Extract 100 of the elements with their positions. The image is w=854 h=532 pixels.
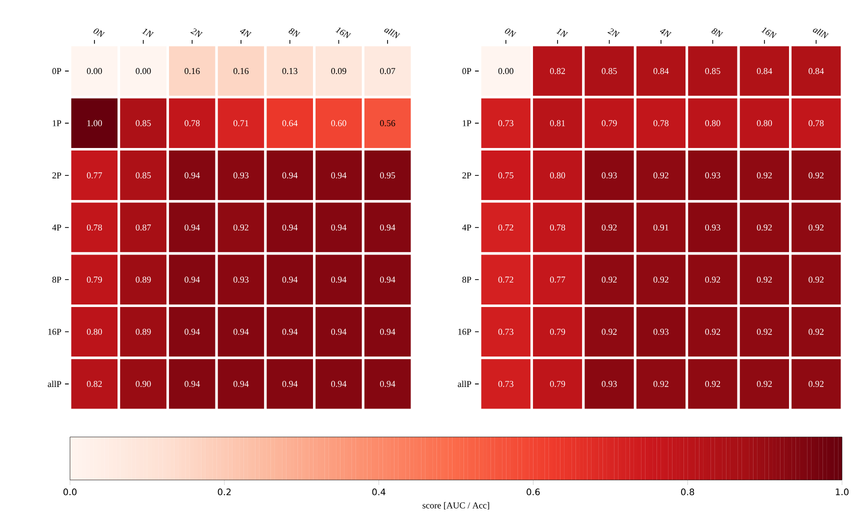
- data-label: 0.80: [705, 120, 720, 126]
- data-label: 0.85: [136, 120, 151, 126]
- y-tick-label: 8P: [462, 276, 472, 283]
- data-label: 0.94: [282, 224, 298, 231]
- data-label: 0.92: [234, 224, 248, 231]
- y-tick-label: allP: [48, 380, 62, 388]
- data-label: 0.89: [136, 328, 151, 335]
- data-label: 0.84: [808, 68, 824, 74]
- x-tick-label: 16N: [335, 28, 352, 38]
- data-label: 0.16: [234, 68, 249, 74]
- x-tick-label: 2N: [608, 28, 620, 38]
- data-label: 0.07: [380, 68, 396, 74]
- data-label: 0.78: [184, 120, 200, 126]
- data-label: 0.90: [136, 380, 151, 387]
- data-label: 0.85: [136, 172, 151, 178]
- data-label: 0.81: [550, 120, 565, 126]
- data-label: 0.78: [808, 120, 824, 126]
- data-label: 0.92: [808, 276, 824, 283]
- data-label: 0.94: [331, 172, 346, 178]
- color-bar-label: 0.6: [526, 488, 540, 496]
- data-label: 0.79: [550, 380, 566, 387]
- y-tick-label: 8P: [52, 276, 62, 283]
- data-label: 0.92: [705, 328, 720, 335]
- color-bar-label: 0.8: [681, 488, 694, 496]
- data-label: 0.92: [602, 224, 617, 231]
- color-bar-label: 0.0: [63, 488, 77, 496]
- data-label: 0.73: [498, 120, 514, 126]
- data-label: 0.93: [234, 276, 249, 283]
- data-label: 0.92: [756, 276, 772, 283]
- data-label: 0.73: [498, 380, 514, 387]
- data-label: 0.72: [498, 224, 514, 231]
- data-label: 0.92: [808, 328, 824, 335]
- data-label: 0.94: [184, 380, 200, 387]
- data-label: 0.00: [136, 68, 151, 74]
- data-label: 0.77: [550, 276, 566, 283]
- data-label: 0.82: [86, 380, 102, 387]
- data-label: 0.78: [86, 224, 102, 231]
- data-label: 0.91: [654, 224, 668, 231]
- y-tick-label: 4P: [462, 224, 472, 230]
- data-label: 0.94: [234, 328, 249, 335]
- data-label: 0.94: [282, 276, 298, 283]
- data-label: 0.93: [705, 224, 720, 231]
- data-label: 0.93: [602, 172, 617, 178]
- data-label: 0.94: [380, 276, 396, 283]
- data-label: 0.56: [380, 120, 396, 126]
- data-label: 0.94: [234, 380, 249, 387]
- data-label: 0.94: [282, 380, 298, 387]
- color-bar-label: 1.0: [836, 488, 849, 496]
- data-label: 0.92: [756, 172, 772, 178]
- data-label: 0.79: [86, 276, 102, 283]
- data-label: 0.93: [705, 172, 720, 178]
- data-label: 0.95: [380, 172, 396, 178]
- data-label: 0.09: [331, 68, 346, 74]
- data-label: 0.71: [234, 120, 248, 126]
- data-label: 0.85: [602, 68, 617, 74]
- data-label: 0.92: [705, 276, 720, 283]
- data-label: 0.94: [380, 380, 396, 387]
- x-tick-label: 0N: [504, 28, 516, 38]
- data-label: 0.79: [550, 328, 566, 335]
- data-label: 1.00: [87, 120, 102, 126]
- x-tick-label: 2N: [190, 28, 203, 38]
- y-tick-label: 16P: [458, 328, 472, 335]
- x-tick-label: 8N: [712, 28, 724, 38]
- y-tick-label: 1P: [462, 120, 472, 126]
- data-label: 0.94: [380, 224, 396, 231]
- x-tick-label: 4N: [660, 29, 672, 38]
- y-tick-label: 2P: [52, 172, 62, 178]
- data-label: 0.93: [654, 328, 669, 335]
- data-label: 0.94: [282, 172, 298, 178]
- data-label: 0.94: [331, 380, 346, 387]
- data-label: 0.75: [498, 172, 514, 178]
- data-label: 0.94: [331, 328, 346, 335]
- data-label: 0.93: [234, 172, 249, 178]
- x-tick-label: allN: [384, 28, 400, 38]
- data-label: 0.87: [136, 224, 151, 231]
- data-label: 0.92: [808, 380, 824, 387]
- data-label: 0.92: [654, 276, 668, 283]
- y-tick-label: 1P: [52, 120, 62, 126]
- data-label: 0.93: [602, 380, 617, 387]
- data-label: 0.92: [756, 380, 772, 387]
- data-label: 0.78: [654, 120, 669, 126]
- data-label: 0.73: [498, 328, 514, 335]
- data-label: 0.00: [86, 68, 102, 74]
- data-label: 0.64: [282, 120, 298, 126]
- data-label: 0.92: [756, 224, 772, 231]
- color-bar-label: 0.4: [372, 488, 386, 496]
- x-tick-label: 1N: [556, 28, 568, 38]
- x-tick-label: 4N: [240, 29, 252, 38]
- y-tick-label: 0P: [462, 68, 472, 74]
- data-label: 0.94: [184, 224, 200, 231]
- x-tick-label: 0N: [93, 28, 106, 38]
- y-tick-label: 4P: [52, 224, 62, 230]
- y-tick-label: 0P: [52, 68, 62, 74]
- data-label: 0.77: [86, 172, 102, 178]
- y-tick-label: 2P: [462, 172, 472, 178]
- color-bar-label: 0.2: [218, 488, 231, 496]
- data-label: 0.92: [756, 328, 772, 335]
- data-label: 0.92: [808, 172, 824, 178]
- data-label: 0.80: [756, 120, 772, 126]
- data-label: 0.94: [184, 276, 200, 283]
